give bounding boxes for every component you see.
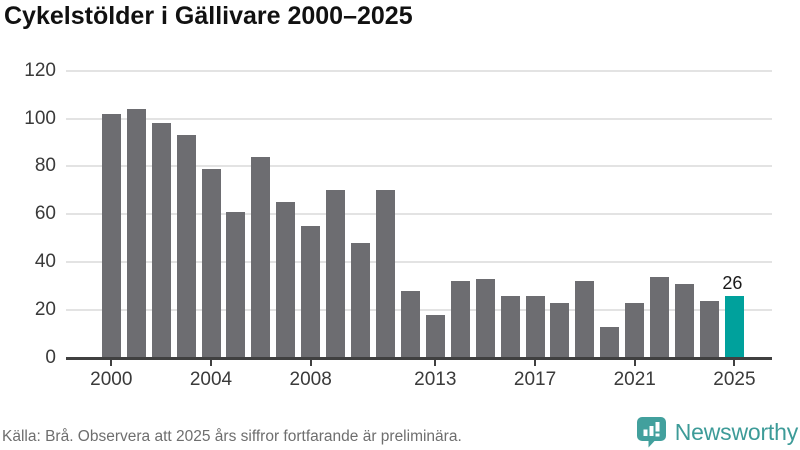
x-tick-2017 (534, 360, 537, 366)
newsworthy-logo[interactable]: Newsworthy (636, 414, 798, 450)
x-axis-label-2013: 2013 (414, 369, 457, 390)
y-axis-label-80: 80 (34, 155, 56, 177)
y-axis-label-40: 40 (34, 251, 56, 273)
bar-2008 (301, 226, 321, 358)
bar-2016 (500, 295, 520, 358)
x-tick-2021 (633, 360, 636, 366)
newsworthy-icon (636, 416, 667, 448)
bar-2010 (351, 243, 371, 358)
x-axis-label-2025: 2025 (713, 369, 756, 390)
x-axis-label-2004: 2004 (189, 369, 233, 390)
bar-2014 (450, 281, 470, 358)
bar-2003 (176, 135, 196, 358)
gridline-60 (66, 213, 772, 216)
bar-2013 (425, 314, 445, 358)
bar-2012 (400, 290, 420, 358)
y-axis-label-60: 60 (34, 203, 56, 225)
bar-2025 (724, 295, 744, 358)
bar-2023 (675, 283, 695, 358)
bar-2024 (700, 300, 719, 358)
bar-2015 (475, 278, 495, 358)
bar-2020 (600, 326, 620, 358)
gridline-120 (66, 69, 772, 72)
source-note: Källa: Brå. Observera att 2025 års siffr… (2, 428, 462, 445)
x-tick-2025 (733, 360, 736, 366)
gridline-80 (66, 165, 772, 168)
bar-2005 (226, 211, 246, 358)
x-tick-2013 (434, 360, 437, 366)
bar-2022 (650, 276, 670, 358)
y-axis-label-20: 20 (34, 299, 56, 321)
chart-title: Cykelstölder i Gällivare 2000–2025 (4, 2, 413, 30)
bar-2004 (201, 168, 221, 358)
x-tick-2004 (210, 360, 212, 366)
x-axis-label-2000: 2000 (90, 369, 133, 390)
x-axis-line (66, 357, 772, 360)
bar-2018 (550, 302, 570, 358)
highlight-value-label: 26 (722, 272, 743, 293)
bar-2021 (625, 302, 645, 358)
bar-2019 (575, 281, 595, 358)
y-axis-label-0: 0 (45, 347, 56, 368)
x-axis-label-2017: 2017 (513, 369, 557, 390)
bar-2001 (126, 109, 146, 358)
x-tick-2008 (309, 360, 312, 366)
y-axis-label-120: 120 (24, 59, 56, 81)
x-axis-label-2021: 2021 (613, 369, 656, 390)
bar-2017 (525, 295, 545, 358)
y-axis-label-100: 100 (24, 107, 56, 129)
bar-2007 (276, 202, 296, 358)
x-axis-label-2008: 2008 (289, 369, 332, 390)
bar-2006 (251, 156, 271, 358)
bar-2009 (326, 190, 346, 358)
x-tick-2000 (110, 360, 113, 366)
bar-2000 (101, 113, 121, 358)
bar-2002 (151, 123, 171, 358)
brand-name: Newsworthy (674, 418, 798, 445)
gridline-40 (66, 261, 772, 264)
bar-2011 (375, 190, 395, 358)
gridline-100 (66, 117, 772, 120)
